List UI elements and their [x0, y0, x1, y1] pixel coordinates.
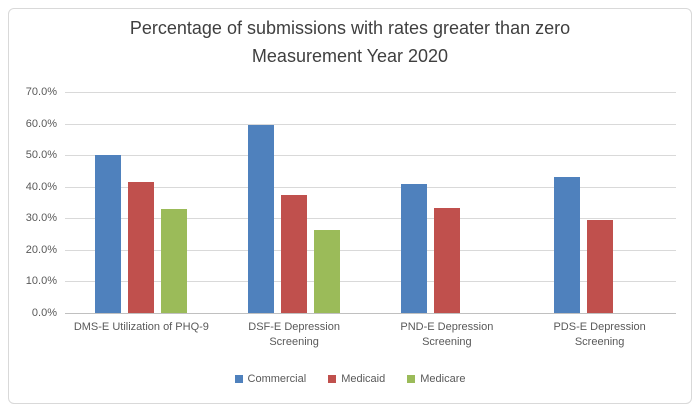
legend-marker-icon — [234, 375, 243, 383]
bar-medicare — [161, 208, 188, 313]
bar-group — [65, 92, 218, 313]
x-axis-category-text: DSF-E Depression Screening — [248, 321, 340, 348]
gridline — [65, 155, 676, 157]
gridline — [65, 218, 676, 220]
bar-group — [523, 92, 676, 313]
y-tick-label: 30.0% — [25, 212, 57, 225]
legend-item-medicare: Medicare — [407, 373, 465, 385]
bar-group — [218, 92, 371, 313]
y-tick-label: 70.0% — [25, 86, 57, 98]
gridline — [65, 186, 676, 188]
gridline — [65, 249, 676, 251]
x-axis-category-label: DMS-E Utilization of PHQ-9 — [65, 320, 218, 335]
legend: Commercial Medicaid Medicare — [0, 373, 700, 385]
chart-title-line1: Percentage of submissions with rates gre… — [129, 18, 571, 38]
gridline — [65, 92, 676, 93]
gridline — [65, 281, 676, 283]
bar-medicaid — [433, 208, 460, 313]
y-tick-label: 50.0% — [25, 149, 57, 162]
y-tick-label: 10.0% — [25, 275, 57, 288]
bar-commercial — [553, 177, 580, 313]
y-tick-label: 40.0% — [25, 180, 57, 193]
legend-label: Commercial — [247, 373, 307, 385]
legend-item-medicaid: Medicaid — [328, 373, 385, 385]
y-tick-label: 20.0% — [25, 243, 57, 256]
legend-label: Medicaid — [341, 373, 386, 385]
y-tick-label: 60.0% — [25, 117, 57, 130]
bar-medicare — [314, 229, 341, 313]
x-axis-category-label: PDS-E Depression Screening — [523, 320, 676, 350]
plot-area — [65, 92, 676, 314]
bar-commercial — [95, 154, 122, 313]
x-axis-category-text: PDS-E Depression Screening — [553, 321, 646, 348]
bar-medicaid — [281, 194, 308, 313]
gridline — [65, 123, 676, 125]
bar-group — [371, 92, 524, 313]
x-axis-category-text: DMS-E Utilization of PHQ-9 — [73, 321, 209, 333]
legend-marker-icon — [328, 375, 337, 383]
bar-commercial — [248, 125, 275, 313]
bar-medicaid — [586, 220, 613, 313]
chart-title: Percentage of submissions with rates gre… — [0, 14, 700, 70]
x-axis-category-text: PND-E Depression Screening — [400, 321, 494, 348]
bar-medicaid — [128, 181, 155, 313]
legend-item-commercial: Commercial — [234, 373, 307, 385]
bar-commercial — [400, 183, 427, 313]
chart-title-line2: Measurement Year 2020 — [251, 46, 449, 66]
y-tick-label: 0.0% — [31, 307, 57, 319]
x-axis-category-label: DSF-E Depression Screening — [218, 320, 371, 350]
legend-marker-icon — [407, 375, 416, 383]
x-axis-category-label: PND-E Depression Screening — [371, 320, 524, 350]
legend-label: Medicare — [420, 373, 466, 385]
y-axis-labels: 70.0% 60.0% 50.0% 40.0% 30.0% 20.0% 10.0% 0.0% — [0, 86, 57, 319]
